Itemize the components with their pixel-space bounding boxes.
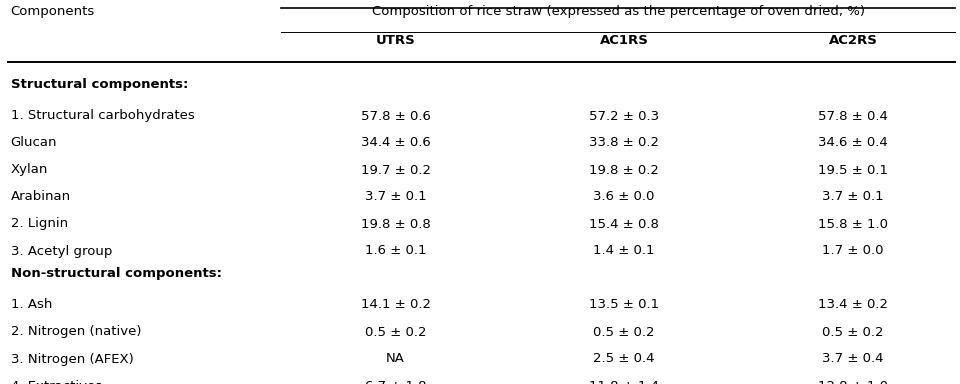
Text: 3.6 ± 0.0: 3.6 ± 0.0 (593, 190, 655, 204)
Text: 6.7 ± 1.8: 6.7 ± 1.8 (365, 379, 426, 384)
Text: 33.8 ± 0.2: 33.8 ± 0.2 (589, 136, 659, 149)
Text: 19.7 ± 0.2: 19.7 ± 0.2 (361, 164, 430, 177)
Text: 3.7 ± 0.4: 3.7 ± 0.4 (822, 353, 884, 366)
Text: Arabinan: Arabinan (11, 190, 71, 204)
Text: 19.8 ± 0.8: 19.8 ± 0.8 (361, 217, 430, 230)
Text: 0.5 ± 0.2: 0.5 ± 0.2 (593, 326, 655, 339)
Text: 13.5 ± 0.1: 13.5 ± 0.1 (588, 298, 660, 311)
Text: 1. Ash: 1. Ash (11, 298, 52, 311)
Text: 14.1 ± 0.2: 14.1 ± 0.2 (361, 298, 430, 311)
Text: 0.5 ± 0.2: 0.5 ± 0.2 (365, 326, 426, 339)
Text: 19.5 ± 0.1: 19.5 ± 0.1 (818, 164, 888, 177)
Text: 3. Nitrogen (AFEX): 3. Nitrogen (AFEX) (11, 353, 133, 366)
Text: 0.5 ± 0.2: 0.5 ± 0.2 (822, 326, 884, 339)
Text: AC2RS: AC2RS (828, 34, 877, 47)
Text: UTRS: UTRS (375, 34, 416, 47)
Text: Glucan: Glucan (11, 136, 57, 149)
Text: 4. Extractives: 4. Extractives (11, 379, 102, 384)
Text: 1.4 ± 0.1: 1.4 ± 0.1 (593, 245, 655, 258)
Text: 2. Nitrogen (native): 2. Nitrogen (native) (11, 326, 141, 339)
Text: 12.8 ± 1.0: 12.8 ± 1.0 (818, 379, 888, 384)
Text: 1. Structural carbohydrates: 1. Structural carbohydrates (11, 109, 194, 122)
Text: 1.6 ± 0.1: 1.6 ± 0.1 (365, 245, 426, 258)
Text: 57.8 ± 0.4: 57.8 ± 0.4 (818, 109, 888, 122)
Text: Composition of rice straw (expressed as the percentage of oven dried, %): Composition of rice straw (expressed as … (372, 5, 865, 18)
Text: 34.4 ± 0.6: 34.4 ± 0.6 (361, 136, 430, 149)
Text: 57.2 ± 0.3: 57.2 ± 0.3 (588, 109, 660, 122)
Text: 57.8 ± 0.6: 57.8 ± 0.6 (361, 109, 430, 122)
Text: Components: Components (11, 5, 95, 18)
Text: 3. Acetyl group: 3. Acetyl group (11, 245, 112, 258)
Text: 2. Lignin: 2. Lignin (11, 217, 68, 230)
Text: 15.4 ± 0.8: 15.4 ± 0.8 (589, 217, 659, 230)
Text: 3.7 ± 0.1: 3.7 ± 0.1 (365, 190, 426, 204)
Text: 1.7 ± 0.0: 1.7 ± 0.0 (822, 245, 884, 258)
Text: AC1RS: AC1RS (600, 34, 648, 47)
Text: 3.7 ± 0.1: 3.7 ± 0.1 (822, 190, 884, 204)
Text: 19.8 ± 0.2: 19.8 ± 0.2 (589, 164, 659, 177)
Text: Non-structural components:: Non-structural components: (11, 266, 222, 280)
Text: 15.8 ± 1.0: 15.8 ± 1.0 (818, 217, 888, 230)
Text: Structural components:: Structural components: (11, 78, 188, 91)
Text: 2.5 ± 0.4: 2.5 ± 0.4 (593, 353, 655, 366)
Text: 34.6 ± 0.4: 34.6 ± 0.4 (818, 136, 888, 149)
Text: Xylan: Xylan (11, 164, 48, 177)
Text: NA: NA (386, 353, 405, 366)
Text: 11.8 ± 1.4: 11.8 ± 1.4 (589, 379, 659, 384)
Text: 13.4 ± 0.2: 13.4 ± 0.2 (818, 298, 888, 311)
